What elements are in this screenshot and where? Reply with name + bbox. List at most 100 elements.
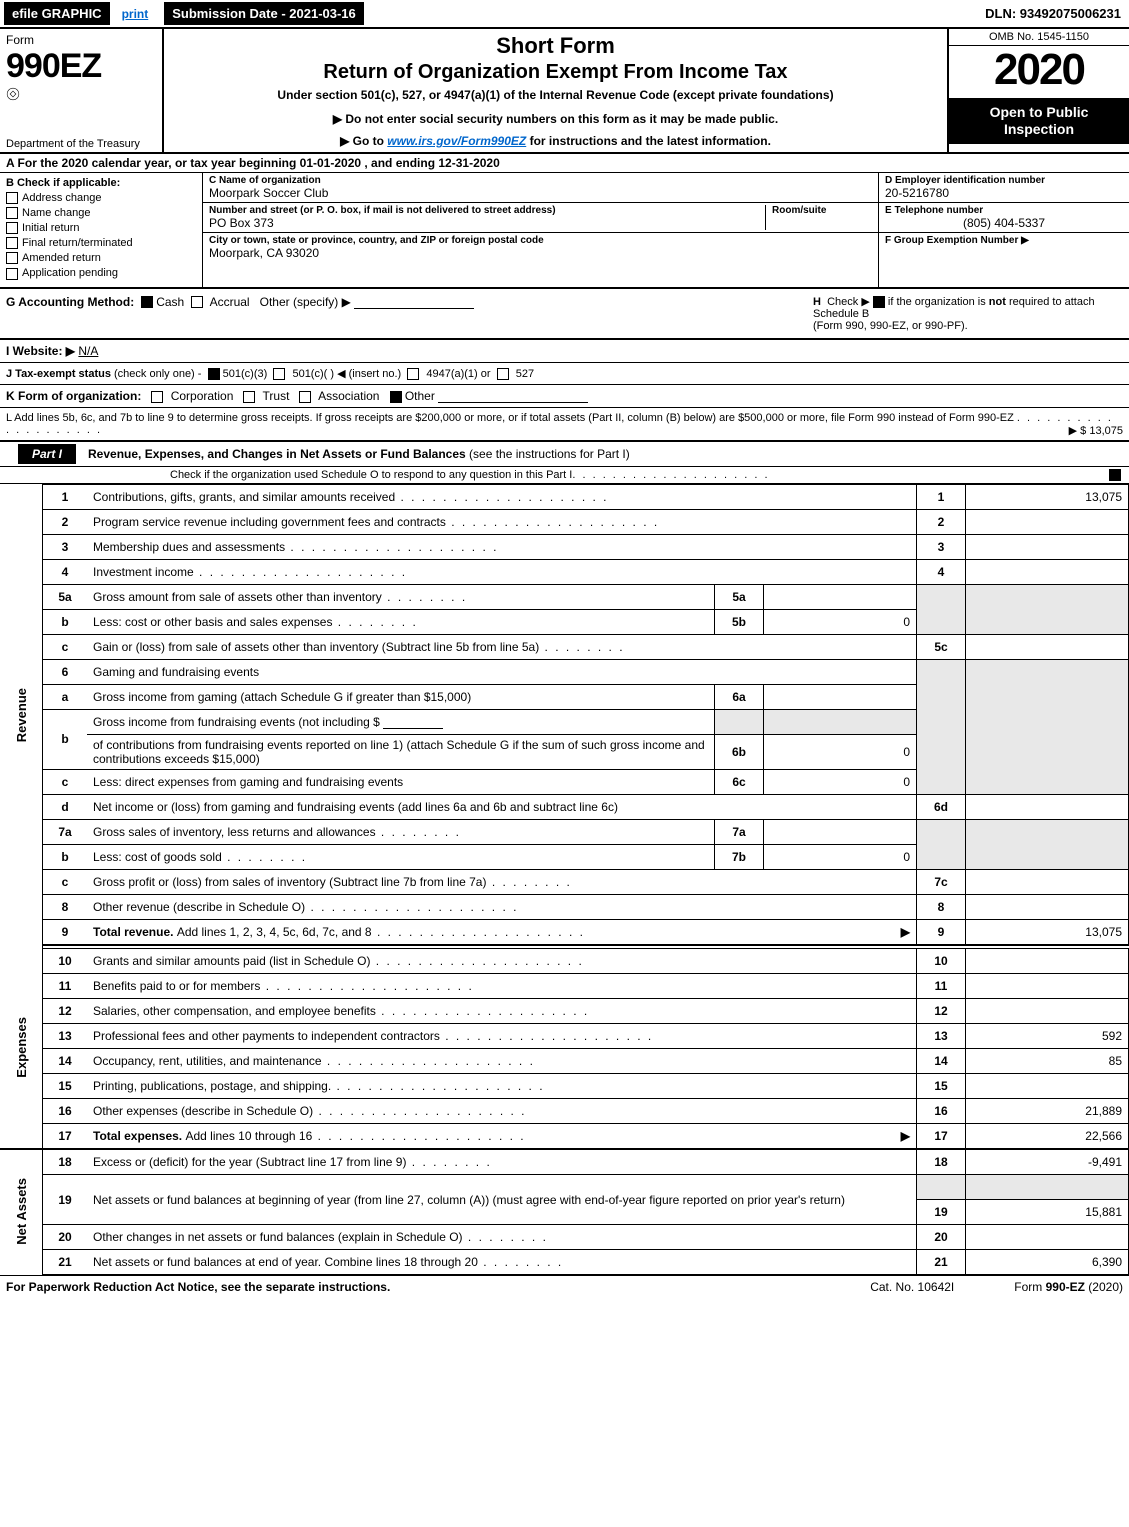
- chk-name-change[interactable]: Name change: [6, 207, 196, 219]
- line-num: 17: [43, 1124, 88, 1150]
- c-city-row: City or town, state or province, country…: [203, 233, 878, 287]
- part-1-table: Revenue 1 Contributions, gifts, grants, …: [0, 484, 1129, 1276]
- line-16: 16 Other expenses (describe in Schedule …: [0, 1099, 1129, 1124]
- line-7c-value: [966, 869, 1129, 894]
- line-17-rest: Add lines 10 through 16: [185, 1129, 525, 1143]
- checkbox-checked-icon[interactable]: [390, 391, 402, 403]
- j-4947: 4947(a)(1) or: [426, 368, 490, 380]
- line-5c: c Gain or (loss) from sale of assets oth…: [0, 634, 1129, 659]
- line-9: 9 Total revenue. Add lines 1, 2, 3, 4, 5…: [0, 919, 1129, 945]
- line-5a: 5a Gross amount from sale of assets othe…: [0, 584, 1129, 609]
- checkbox-icon[interactable]: [151, 391, 163, 403]
- line-16-value: 21,889: [966, 1099, 1129, 1124]
- checkbox-icon[interactable]: [191, 296, 203, 308]
- checkbox-checked-icon[interactable]: [208, 368, 220, 380]
- col-num: 1: [917, 484, 966, 509]
- goto-post: for instructions and the latest informat…: [526, 134, 771, 148]
- line-num: 21: [43, 1250, 88, 1275]
- line-num: b: [43, 709, 88, 769]
- line-desc: Gross income from fundraising events (no…: [87, 709, 715, 734]
- checkbox-checked-icon[interactable]: [873, 296, 885, 308]
- line-desc: Gaming and fundraising events: [87, 659, 917, 684]
- line-desc: Benefits paid to or for members: [87, 974, 917, 999]
- chk-address-change[interactable]: Address change: [6, 192, 196, 204]
- net-assets-side-label: Net Assets: [0, 1149, 43, 1275]
- col-num: 18: [917, 1149, 966, 1175]
- line-7b-value: 0: [764, 844, 917, 869]
- j-501c: 501(c)( ): [292, 368, 334, 380]
- shade-cell: [966, 584, 1129, 634]
- c-name-row: C Name of organization Moorpark Soccer C…: [203, 173, 878, 203]
- c-name-label: C Name of organization: [209, 175, 872, 186]
- submission-date-button[interactable]: Submission Date - 2021-03-16: [164, 2, 364, 25]
- irs-link[interactable]: www.irs.gov/Form990EZ: [387, 134, 526, 148]
- sub-num: 7b: [715, 844, 764, 869]
- line-num: 8: [43, 894, 88, 919]
- line-17-bold: Total expenses.: [93, 1129, 185, 1143]
- g-label: G Accounting Method:: [6, 295, 134, 309]
- sub-num: 7a: [715, 819, 764, 844]
- line-1: Revenue 1 Contributions, gifts, grants, …: [0, 484, 1129, 509]
- line-3-value: [966, 534, 1129, 559]
- k-other: Other: [405, 389, 435, 403]
- line-num: b: [43, 609, 88, 634]
- col-num: 21: [917, 1250, 966, 1275]
- shade-cell: [917, 1175, 966, 1200]
- checkbox-checked-icon[interactable]: [1109, 469, 1121, 481]
- line-desc: Gross sales of inventory, less returns a…: [87, 819, 715, 844]
- l-amount: ▶ $ 13,075: [1069, 424, 1123, 437]
- checkbox-icon: [6, 237, 18, 249]
- entity-info-grid: B Check if applicable: Address change Na…: [0, 173, 1129, 289]
- k-label: K Form of organization:: [6, 389, 141, 403]
- print-link[interactable]: print: [118, 7, 153, 21]
- efile-button[interactable]: efile GRAPHIC: [4, 2, 110, 25]
- line-10-value: [966, 949, 1129, 974]
- sub-num: 6b: [715, 734, 764, 769]
- column-b: B Check if applicable: Address change Na…: [0, 173, 203, 287]
- shade-cell: [917, 819, 966, 869]
- line-num: 18: [43, 1149, 88, 1175]
- arrow-icon: ▶: [901, 1129, 910, 1143]
- form-title: Return of Organization Exempt From Incom…: [172, 61, 939, 84]
- d-ein-row: D Employer identification number 20-5216…: [879, 173, 1129, 203]
- checkbox-icon[interactable]: [243, 391, 255, 403]
- checkbox-icon[interactable]: [273, 368, 285, 380]
- line-11: 11 Benefits paid to or for members 11: [0, 974, 1129, 999]
- part-1-tag: Part I: [18, 444, 76, 464]
- section-k: K Form of organization: Corporation Trus…: [0, 385, 1129, 408]
- chk-application-pending[interactable]: Application pending: [6, 267, 196, 279]
- form-ref-bold: 990-EZ: [1046, 1280, 1085, 1294]
- part-1-title-text: Revenue, Expenses, and Changes in Net As…: [88, 447, 469, 461]
- chk-final-return[interactable]: Final return/terminated: [6, 237, 196, 249]
- line-num: 15: [43, 1074, 88, 1099]
- line-8-value: [966, 894, 1129, 919]
- line-num: 13: [43, 1024, 88, 1049]
- checkbox-icon[interactable]: [299, 391, 311, 403]
- line-num: 4: [43, 559, 88, 584]
- line-desc: Total expenses. Add lines 10 through 16 …: [87, 1124, 917, 1150]
- chk-amended-return[interactable]: Amended return: [6, 252, 196, 264]
- col-num: 20: [917, 1225, 966, 1250]
- checkbox-icon[interactable]: [407, 368, 419, 380]
- shade-cell: [966, 659, 1129, 794]
- j-527: 527: [516, 368, 534, 380]
- line-desc: Program service revenue including govern…: [87, 509, 917, 534]
- line-17: 17 Total expenses. Add lines 10 through …: [0, 1124, 1129, 1150]
- checkbox-icon: [6, 192, 18, 204]
- line-19a: 19 Net assets or fund balances at beginn…: [0, 1175, 1129, 1200]
- chk-initial-return[interactable]: Initial return: [6, 222, 196, 234]
- dots: [572, 469, 769, 481]
- header-right: OMB No. 1545-1150 2020 Open to Public In…: [947, 29, 1129, 152]
- line-10: Expenses 10 Grants and similar amounts p…: [0, 949, 1129, 974]
- line-13-value: 592: [966, 1024, 1129, 1049]
- line-14: 14 Occupancy, rent, utilities, and maint…: [0, 1049, 1129, 1074]
- topbar-left: efile GRAPHIC print Submission Date - 20…: [0, 0, 368, 27]
- j-501c3: 501(c)(3): [223, 368, 268, 380]
- goto-line: ▶ Go to www.irs.gov/Form990EZ for instru…: [172, 134, 939, 148]
- row-a-tax-year: A For the 2020 calendar year, or tax yea…: [0, 154, 1129, 173]
- i-label: I Website: ▶: [6, 344, 75, 358]
- checkbox-checked-icon[interactable]: [141, 296, 153, 308]
- line-1-value: 13,075: [966, 484, 1129, 509]
- form-ref-pre: Form: [1014, 1280, 1045, 1294]
- checkbox-icon[interactable]: [497, 368, 509, 380]
